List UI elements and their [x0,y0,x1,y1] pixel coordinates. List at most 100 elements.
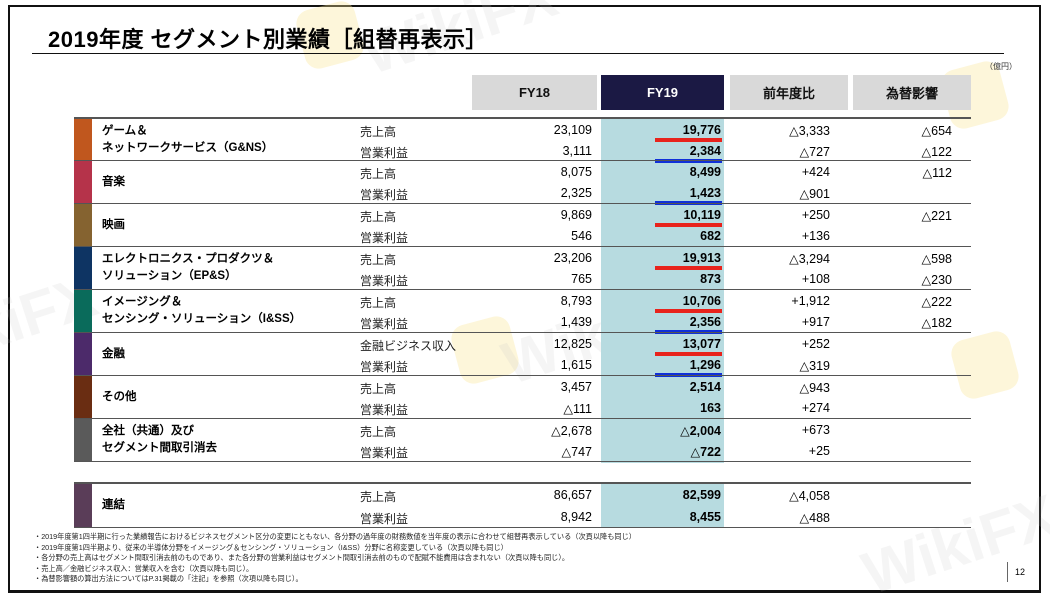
metric-row: 営業利益 8,942 8,455 △488 [74,508,971,529]
segment-name-line2: ソリューション（EP&S） [102,270,237,282]
fy19-value: 82,599 [682,488,721,502]
fx-value: △182 [921,316,952,330]
segment-name-line2: セグメント間取引消去 [102,442,217,454]
fy18-value: 1,439 [560,315,592,329]
segment-row: 音楽 売上高 8,075 8,499 +424 △112 営業利益 2,325 1,423 △90… [74,160,971,205]
fy19-value: 2,514 [689,380,721,394]
page-title: 2019年度 セグメント別業績［組替再表示］ [48,27,489,52]
fy18-value: 8,075 [560,165,592,179]
footnote: ・2019年度第1四半期より、従来の半導体分野をイメージング＆センシング・ソリュ… [34,542,508,552]
metric-row: 金融ビジネス収入 12,825 13,077 +252 [74,335,971,356]
segment-name-line1: イメージング＆ [102,296,183,308]
fy18-value: 23,206 [553,251,592,265]
fy18-value: 765 [571,272,592,286]
fy18-value: 546 [571,229,592,243]
segment-row: 映画 売上高 9,869 10,119 +250 △221 営業利益 546 682 +136 [74,203,971,246]
segment-row: 全社（共通）及び セグメント間取引消去 売上高 △2,678 △2,004 +673 営業利… [74,418,971,461]
metric-label: 売上高 [360,382,397,396]
fx-value: △654 [921,124,952,138]
fy18-value: 2,325 [560,186,592,200]
segment-name: 全社（共通）及び セグメント間取引消去 [102,419,217,461]
metric-row: 営業利益 1,615 1,296 △319 [74,356,971,377]
fy18-value: △111 [563,402,592,416]
metric-row: 売上高 8,793 10,706 +1,912 △222 [74,292,971,313]
fy19-value: 2,384 [689,144,721,158]
footnotes: ・2019年度第1四半期に行った業績報告におけるビジネスセグメント区分の変更にと… [34,532,636,585]
metric-label: 営業利益 [360,403,409,417]
yoy-value: △488 [799,511,830,525]
segment-row: イメージング＆ センシング・ソリューション（I&SS） 売上高 8,793 10,706… [74,289,971,334]
fy18-value: 8,793 [560,294,592,308]
column-header-fy18: FY18 [472,75,597,110]
fy19-value: △722 [690,445,721,459]
fy19-value: 2,356 [689,315,721,329]
fy18-value: 1,615 [560,358,592,372]
fy19-value: 8,499 [689,165,721,179]
metric-label: 売上高 [360,425,397,439]
metric-label: 営業利益 [360,317,409,331]
title-divider [32,53,1004,54]
segment-color-swatch [74,290,92,332]
metric-row: 売上高 23,206 19,913 △3,294 △598 [74,249,971,270]
metric-label: 売上高 [360,125,397,139]
segment-color-swatch [74,204,92,246]
yoy-value: △901 [799,187,830,201]
segment-row-consolidated: 連結 売上高 86,657 82,599 △4,058 営業利益 8,942 8… [74,482,971,527]
fx-value: △112 [922,166,952,180]
page-number: 12 [1015,567,1026,577]
segment-row: 金融 金融ビジネス収入 12,825 13,077 +252 営業利益 1,615 1,296… [74,332,971,377]
yoy-value: +25 [808,444,830,458]
segment-name-line1: その他 [102,390,137,403]
fy19-column-highlight [601,117,724,463]
segment-name: 映画 [102,204,125,246]
segment-table-bottom-rule [74,461,971,462]
red-underline-marker [655,309,722,313]
table-bottom-rule [74,527,971,528]
segment-name: イメージング＆ センシング・ソリューション（I&SS） [102,290,301,332]
metric-label: 売上高 [360,253,397,267]
metric-label: 営業利益 [360,512,409,526]
fx-value: △221 [921,209,952,223]
yoy-value: △3,333 [789,124,830,138]
segment-color-swatch [74,161,92,203]
segment-color-swatch [74,484,92,527]
segment-name: 連結 [102,499,125,511]
metric-label: 売上高 [360,490,397,504]
fy18-value: △747 [561,445,592,459]
fy18-value: 8,942 [560,510,592,524]
footnote: ・為替影響額の算出方法についてはP.31掲載の「注記」を参照（次項以降も同じ）。 [34,574,303,583]
segment-name: その他 [102,376,137,418]
segment-color-swatch [74,376,92,418]
metric-label: 売上高 [360,167,397,181]
red-underline-marker [655,223,722,227]
fy19-value: 682 [700,229,721,243]
yoy-value: △4,058 [789,489,830,503]
yoy-value: +673 [801,423,830,437]
fy19-value: 873 [700,272,721,286]
footnote: ・2019年度第1四半期に行った業績報告におけるビジネスセグメント区分の変更にと… [34,532,636,541]
segment-name: ゲーム＆ ネットワークサービス（G&NS） [102,119,273,160]
column-header-fy19: FY19 [601,75,724,110]
segment-name-line1: 金融 [102,347,125,360]
fy18-value: △2,678 [551,424,592,438]
yoy-value: +917 [801,315,830,329]
segment-color-swatch [74,247,92,289]
segment-color-swatch [74,419,92,461]
fy18-value: 3,111 [562,144,592,158]
segment-name-line2: センシング・ソリューション（I&SS） [102,313,302,325]
column-header-fx: 為替影響 [853,75,971,110]
metric-row: 売上高 9,869 10,119 +250 △221 [74,206,971,227]
fy19-value: 10,119 [683,208,721,222]
segment-name: エレクトロニクス・プロダクツ＆ ソリューション（EP&S） [102,247,274,289]
metric-row: 営業利益 1,439 2,356 +917 △182 [74,313,971,334]
segment-name-line1: ゲーム＆ [102,124,148,137]
yoy-value: +108 [801,272,830,286]
segment-color-swatch [74,119,92,160]
segment-name: 音楽 [102,161,125,203]
metric-label: 金融ビジネス収入 [360,339,457,353]
segment-row: その他 売上高 3,457 2,514 △943 営業利益 △111 163 +274 [74,375,971,418]
fy19-value: △2,004 [680,424,721,438]
fy19-value: 19,913 [682,251,721,265]
metric-label: 営業利益 [360,360,409,374]
yoy-value: +250 [801,208,830,222]
